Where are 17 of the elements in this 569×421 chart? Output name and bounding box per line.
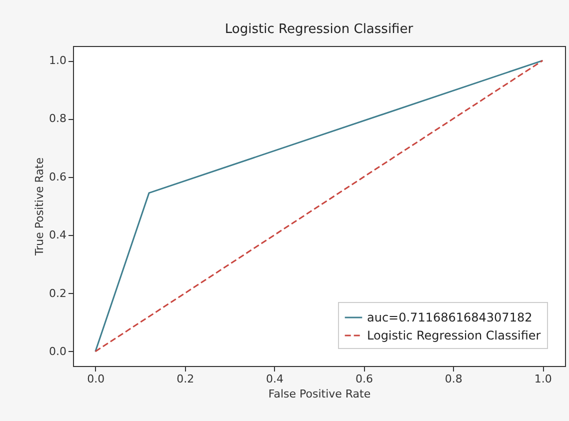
x-tick-label: 0.2	[176, 372, 194, 386]
y-tick-label: 0.2	[49, 286, 66, 300]
y-tick-label: 1.0	[49, 54, 66, 68]
x-tick-label: 0.6	[355, 372, 373, 386]
y-tick-label: 0.0	[49, 344, 66, 358]
x-axis-title: False Positive Rate	[268, 388, 371, 400]
x-tick-label: 1.0	[534, 372, 552, 386]
x-tick-label: 0.4	[266, 372, 284, 386]
y-tick-label: 0.4	[49, 228, 66, 242]
y-tick-label: 0.8	[49, 112, 66, 126]
chart-title: Logistic Regression Classifier	[224, 22, 414, 37]
y-tick-label: 0.6	[49, 170, 66, 184]
y-axis-title: True Positive Rate	[33, 157, 46, 256]
legend-label: Logistic Regression Classifier	[367, 328, 541, 342]
x-tick-label: 0.8	[444, 372, 462, 386]
x-tick-label: 0.0	[87, 372, 105, 386]
legend-label: auc=0.7116861684307182	[367, 310, 532, 324]
